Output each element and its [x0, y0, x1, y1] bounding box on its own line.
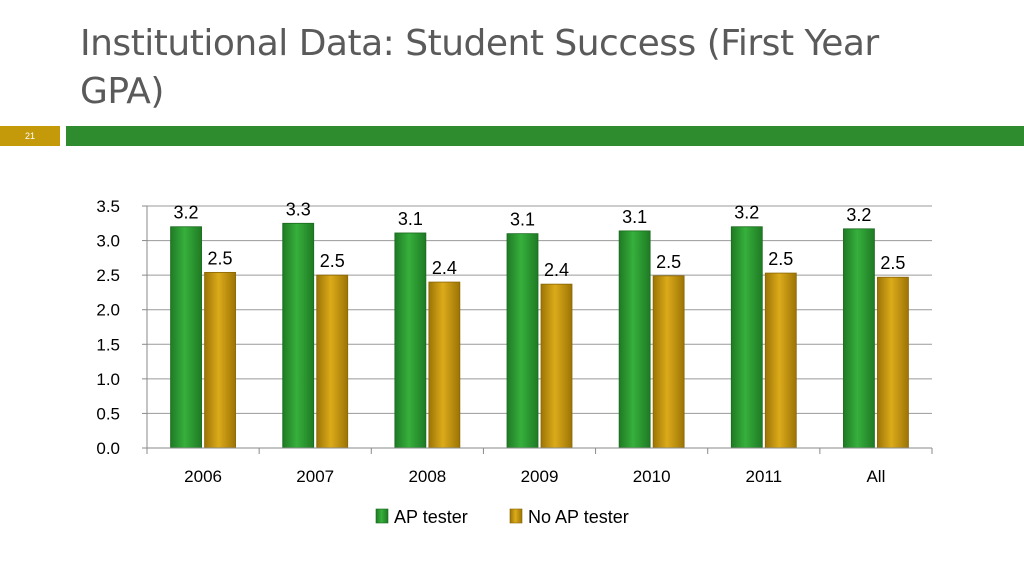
y-tick-label: 3.0: [96, 232, 120, 251]
x-tick-label: 2006: [184, 467, 222, 486]
data-label: 2.5: [656, 252, 681, 272]
legend-label: No AP tester: [528, 507, 629, 527]
bar-ap-tester: [394, 232, 427, 449]
bar-ap-tester: [843, 228, 875, 449]
bar-ap-tester: [618, 230, 651, 449]
bar-no-ap-tester: [764, 272, 797, 449]
x-tick-label: 2009: [521, 467, 559, 486]
bar-ap-tester: [170, 226, 202, 449]
bar-no-ap-tester: [428, 281, 461, 449]
legend-swatch: [509, 508, 523, 524]
x-tick-label: All: [866, 467, 885, 486]
data-label: 3.2: [174, 203, 199, 223]
y-tick-label: 1.0: [96, 370, 120, 389]
slide-title: Institutional Data: Student Success (Fir…: [80, 23, 879, 112]
data-label: 2.4: [432, 258, 457, 278]
data-label: 2.5: [880, 253, 905, 273]
bar-ap-tester: [282, 222, 315, 449]
bar-chart: 3.2 2.5 3.3 2.5 3.1 2.4 3.1 2.4 3.1 2.5 3.2 2.5 3.2 2…: [96, 197, 933, 527]
x-tick-label: 2011: [746, 467, 783, 486]
data-label: 2.5: [208, 248, 233, 268]
data-label: 3.2: [846, 205, 871, 225]
bar-no-ap-tester: [877, 276, 909, 449]
data-label: 2.5: [768, 249, 793, 269]
y-tick-label: 2.5: [96, 266, 120, 285]
x-tick-label: 2007: [296, 467, 334, 486]
title-rule: [66, 126, 1024, 146]
x-tick-label: 2008: [408, 467, 446, 486]
legend-swatch: [375, 508, 389, 524]
y-tick-label: 3.5: [96, 197, 120, 216]
y-tick-label: 0.0: [96, 439, 120, 458]
bar-no-ap-tester: [316, 274, 349, 449]
legend-label: AP tester: [394, 507, 468, 527]
data-label: 3.2: [734, 203, 759, 223]
slide-number: 21: [0, 126, 60, 146]
y-tick-label: 1.5: [96, 335, 120, 354]
bar-ap-tester: [506, 233, 539, 449]
data-label: 3.1: [622, 207, 647, 227]
data-label: 3.1: [398, 209, 423, 229]
y-tick-label: 2.0: [96, 301, 120, 320]
bar-no-ap-tester: [652, 275, 685, 449]
y-tick-label: 0.5: [96, 404, 120, 423]
bar-no-ap-tester: [204, 271, 236, 449]
data-label: 2.5: [320, 251, 345, 271]
bar-ap-tester: [730, 226, 763, 449]
data-label: 3.3: [286, 199, 311, 219]
data-label: 3.1: [510, 210, 535, 230]
bar-no-ap-tester: [540, 283, 573, 449]
data-label: 2.4: [544, 260, 569, 280]
x-tick-label: 2010: [633, 467, 671, 486]
